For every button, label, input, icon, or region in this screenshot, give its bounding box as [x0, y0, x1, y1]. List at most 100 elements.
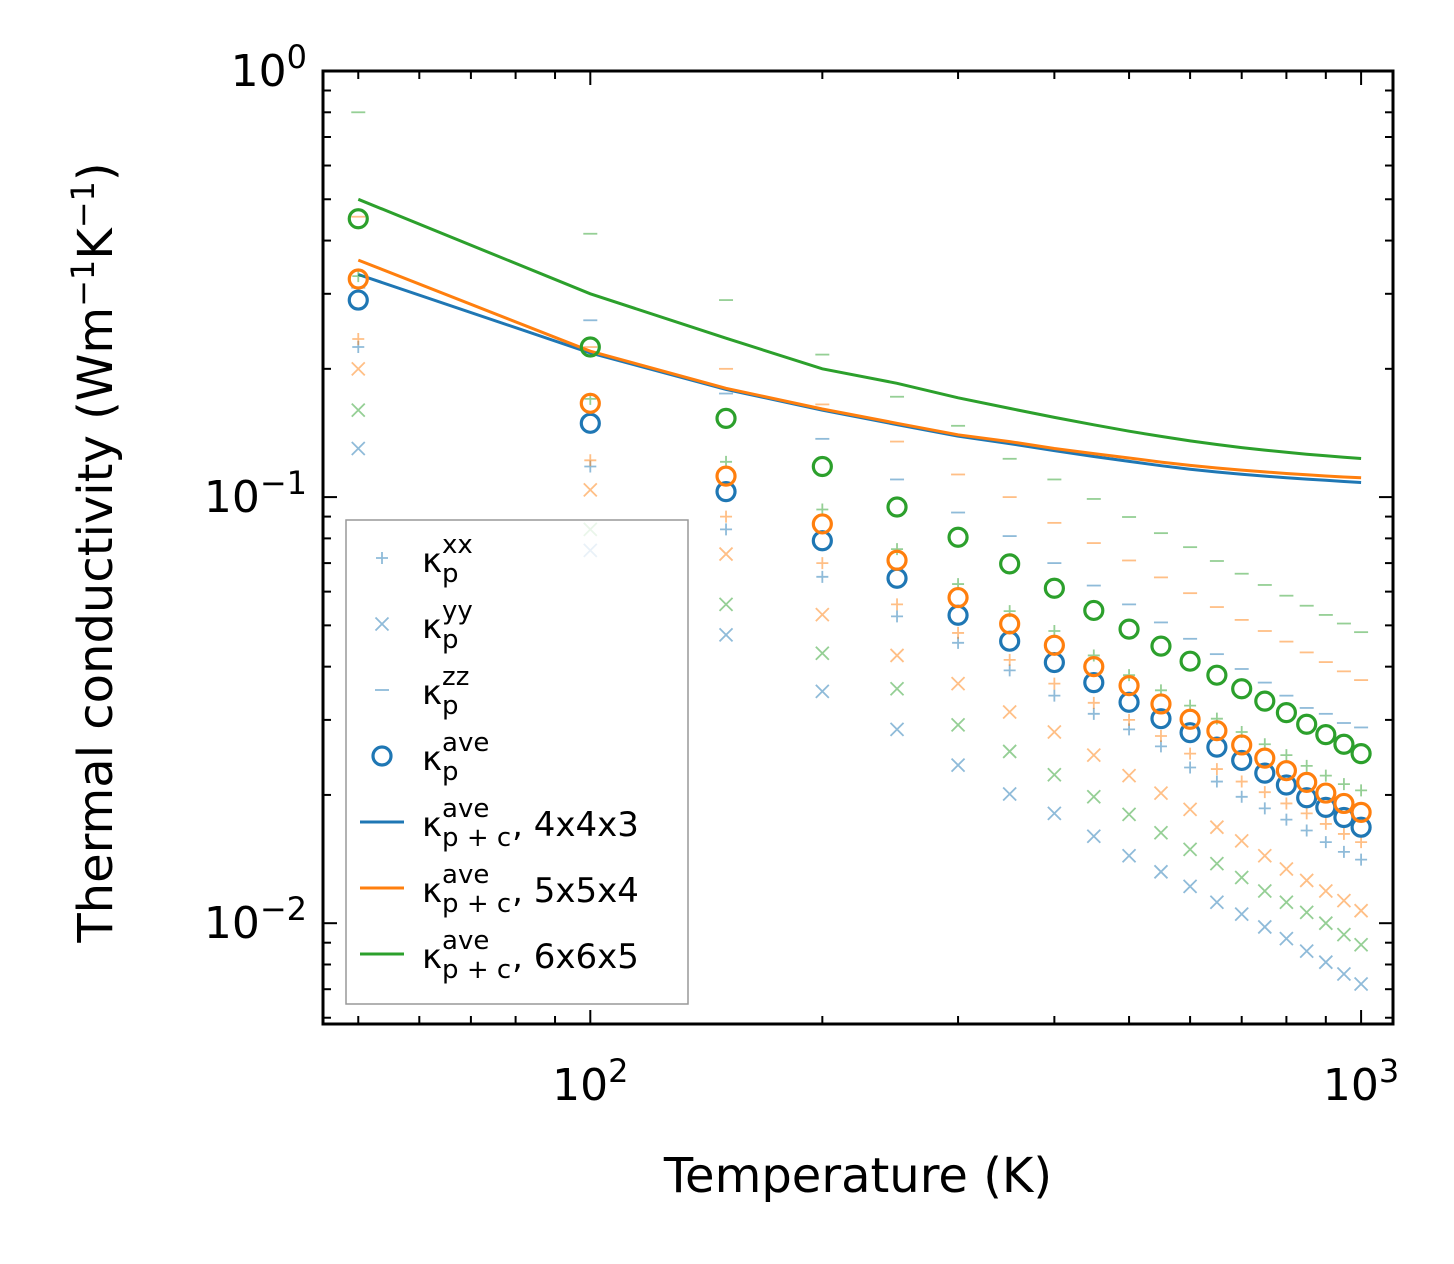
marker-k_yy-5x5x4-350K [1002, 704, 1017, 720]
marker-k_xx-5x5x4-700K [1235, 775, 1248, 788]
marker-k_ave-5x5x4-500K [1118, 675, 1140, 697]
legend-label-2: κzz p [422, 662, 469, 721]
y-tick-exponent: −2 [260, 890, 307, 928]
marker-k_ave-4x4x3-750K [1254, 762, 1276, 784]
marker-k_ave-4x4x3-650K [1206, 736, 1228, 758]
marker-k_xx-5x5x4-250K [891, 598, 904, 611]
marker-k_ave-6x6x5-550K [1150, 635, 1172, 657]
marker-k_xx-5x5x4-200K [816, 557, 829, 570]
marker-k_yy-5x5x4-400K [1047, 724, 1062, 740]
marker-k_ave-6x6x5-100K [579, 336, 601, 358]
marker-k_xx-5x5x4-900K [1319, 817, 1332, 830]
marker-k_ave-6x6x5-900K [1315, 724, 1337, 746]
marker-k_yy-5x5x4-650K [1209, 820, 1225, 835]
marker-k_ave-4x4x3-600K [1179, 722, 1201, 744]
marker-k_yy-4x4x3-1000K [1353, 976, 1369, 992]
marker-k_xx-4x4x3-400K [1048, 689, 1061, 702]
marker-k_ave-4x4x3-100K [579, 412, 601, 434]
marker-k_ave-4x4x3-550K [1150, 708, 1172, 730]
y-tick-label-0.01: 10−2 [204, 890, 307, 949]
marker-k_ave-4x4x3-450K [1083, 671, 1105, 694]
marker-k_xx-4x4x3-700K [1235, 790, 1248, 803]
y-tick-base: 10 [231, 46, 287, 97]
y-tick-label-0.1: 10−1 [204, 464, 307, 523]
marker-k_yy-4x4x3-50K [351, 441, 366, 456]
marker-k_yy-5x5x4-100K [583, 482, 598, 497]
x-axis-title: Temperature (K) [663, 1148, 1052, 1204]
marker-k_xx-4x4x3-850K [1300, 824, 1313, 837]
legend-label-0: κxx p [422, 530, 473, 589]
legend-kappa: κ [422, 739, 442, 779]
marker-k_ave-5x5x4-450K [1083, 656, 1105, 678]
marker-k_ave-5x5x4-700K [1231, 734, 1253, 756]
marker-k_yy-5x5x4-500K [1121, 768, 1137, 783]
legend-subscript: p + c [442, 823, 511, 853]
marker-k_yy-5x5x4-900K [1318, 883, 1333, 899]
marker-k_ave-5x5x4-650K [1206, 720, 1228, 742]
legend-subscript: p [442, 691, 459, 721]
marker-k_ave-4x4x3-150K [715, 481, 737, 503]
marker-k_xx-5x5x4-300K [952, 626, 965, 639]
marker-k_ave-4x4x3-850K [1296, 787, 1318, 809]
marker-k_yy-4x4x3-850K [1299, 943, 1314, 959]
marker-k_yy-4x4x3-700K [1234, 907, 1249, 922]
marker-k_xx-4x4x3-950K [1337, 845, 1350, 858]
marker-k_yy-5x5x4-950K [1336, 893, 1352, 908]
legend-label-4: κave p + c, 4x4x3 [422, 794, 639, 853]
marker-k_ave-6x6x5-600K [1179, 650, 1201, 672]
marker-k_ave-6x6x5-400K [1043, 577, 1065, 599]
legend-subscript: p [442, 625, 459, 655]
marker-k_yy-5x5x4-600K [1182, 802, 1198, 817]
marker-k_xx-5x5x4-500K [1123, 713, 1136, 726]
marker-k_xx-4x4x3-350K [1003, 664, 1016, 677]
marker-k_xx-5x5x4-1000K [1355, 836, 1368, 849]
marker-k_ave-5x5x4-800K [1275, 760, 1297, 782]
marker-k_ave-5x5x4-250K [886, 549, 908, 571]
y-tick-base: 10 [204, 472, 260, 523]
marker-k_ave-4x4x3-50K [347, 289, 369, 311]
y-tick-exponent: 0 [287, 38, 307, 76]
marker-k_yy-4x4x3-600K [1182, 879, 1198, 894]
marker-k_ave-6x6x5-350K [999, 553, 1021, 575]
marker-k_yy-6x6x5-350K [1002, 744, 1017, 759]
marker-k_xx-4x4x3-200K [816, 570, 829, 583]
marker-k_ave-5x5x4-50K [347, 268, 369, 290]
marker-k_yy-5x5x4-1000K [1353, 903, 1369, 918]
line-series-6x6x5 [357, 197, 1362, 460]
marker-k_yy-6x6x5-850K [1299, 905, 1314, 920]
marker-k_yy-4x4x3-400K [1047, 806, 1062, 821]
marker-k_yy-6x6x5-800K [1279, 895, 1294, 910]
legend-kappa: κ [422, 805, 442, 845]
marker-k_xx-5x5x4-50K [352, 332, 365, 345]
y-tick-exponent: −1 [260, 464, 307, 502]
marker-k_xx-6x6x5-950K [1337, 778, 1350, 791]
marker-k_yy-5x5x4-750K [1257, 848, 1272, 863]
marker-k_yy-6x6x5-150K [718, 597, 734, 612]
x-tick-label-1000: 103 [1323, 1052, 1399, 1111]
marker-k_yy-6x6x5-400K [1047, 767, 1062, 782]
marker-k_yy-4x4x3-250K [889, 722, 905, 737]
legend-kappa: κ [422, 871, 442, 911]
marker-k_xx-4x4x3-600K [1184, 761, 1197, 774]
marker-k_yy-6x6x5-200K [815, 646, 830, 661]
marker-k_xx-4x4x3-150K [720, 523, 733, 536]
y-axis-title-mid: K [68, 227, 124, 260]
marker-k_yy-4x4x3-950K [1336, 966, 1352, 982]
marker-k_xx-6x6x5-50K [352, 270, 365, 283]
marker-k_ave-6x6x5-500K [1118, 618, 1140, 640]
marker-k_ave-6x6x5-850K [1296, 713, 1318, 735]
legend-label-6: κave p + c, 6x6x5 [422, 926, 639, 985]
legend-kappa: κ [422, 937, 442, 977]
marker-k_ave-6x6x5-750K [1254, 690, 1276, 712]
marker-k_ave-6x6x5-50K [347, 208, 369, 230]
legend-subscript: p [442, 559, 459, 589]
x-tick-exponent: 2 [608, 1052, 628, 1090]
marker-k_yy-6x6x5-250K [889, 681, 905, 696]
marker-k_ave-4x4x3-700K [1231, 749, 1253, 772]
y-tick-base: 10 [204, 898, 260, 949]
marker-k_yy-5x5x4-550K [1153, 785, 1169, 801]
marker-k_yy-4x4x3-200K [815, 684, 830, 699]
marker-k_xx-5x5x4-350K [1003, 653, 1016, 666]
marker-k_ave-6x6x5-700K [1231, 678, 1253, 700]
marker-k_ave-6x6x5-450K [1083, 599, 1105, 622]
